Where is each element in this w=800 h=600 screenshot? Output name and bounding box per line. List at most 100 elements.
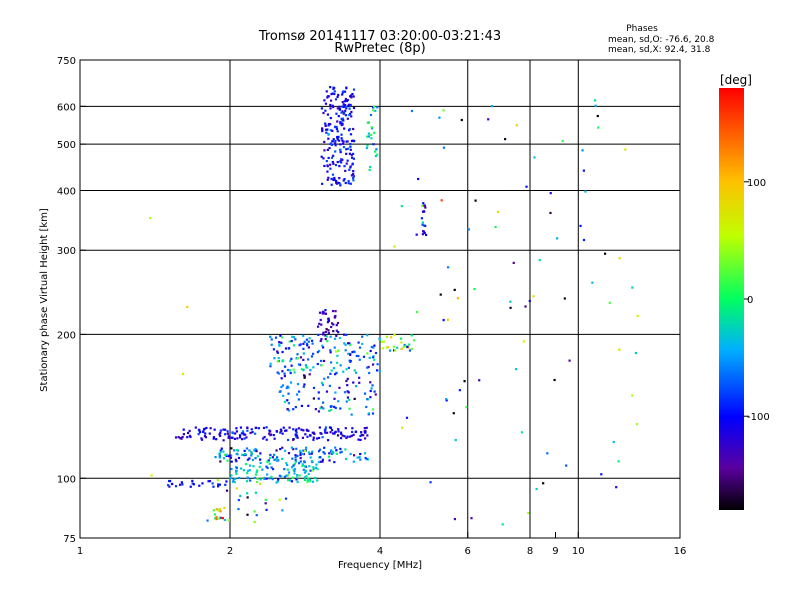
data-point bbox=[288, 340, 291, 343]
data-point bbox=[319, 432, 322, 435]
data-point bbox=[342, 90, 345, 93]
data-point bbox=[305, 366, 308, 369]
data-point bbox=[287, 392, 290, 395]
data-point bbox=[352, 88, 356, 91]
data-point bbox=[278, 341, 281, 344]
data-point bbox=[515, 368, 518, 371]
data-point bbox=[296, 454, 299, 458]
data-point bbox=[369, 349, 372, 353]
data-point bbox=[306, 358, 310, 361]
data-point bbox=[335, 329, 338, 332]
data-point bbox=[244, 462, 248, 466]
data-point bbox=[287, 452, 291, 455]
data-point bbox=[256, 469, 259, 472]
data-point bbox=[339, 431, 343, 434]
data-point bbox=[224, 483, 227, 486]
data-point bbox=[246, 472, 249, 475]
data-point bbox=[229, 456, 233, 459]
data-point bbox=[249, 479, 252, 482]
data-point bbox=[323, 429, 327, 432]
data-point bbox=[242, 433, 245, 436]
data-point bbox=[266, 466, 269, 470]
data-point bbox=[289, 371, 292, 375]
data-point bbox=[279, 334, 282, 337]
data-point bbox=[320, 359, 323, 363]
data-point bbox=[331, 173, 335, 176]
data-point bbox=[327, 455, 331, 458]
data-point bbox=[403, 343, 406, 347]
data-point bbox=[323, 99, 326, 102]
data-point bbox=[347, 147, 350, 150]
data-point bbox=[270, 343, 273, 346]
data-point bbox=[351, 156, 354, 159]
data-point bbox=[319, 339, 322, 343]
data-point bbox=[446, 266, 450, 269]
data-point bbox=[279, 447, 282, 451]
data-point bbox=[535, 487, 538, 491]
data-point bbox=[302, 429, 305, 432]
data-point bbox=[269, 362, 272, 365]
data-point bbox=[329, 335, 332, 338]
data-point bbox=[341, 119, 344, 122]
data-point bbox=[337, 115, 340, 118]
data-point bbox=[253, 432, 257, 435]
data-point bbox=[336, 361, 339, 364]
data-point bbox=[323, 377, 326, 380]
data-point bbox=[313, 476, 317, 480]
data-point bbox=[333, 90, 336, 93]
data-point bbox=[219, 429, 222, 432]
data-point bbox=[349, 182, 352, 185]
data-point bbox=[351, 350, 354, 354]
data-point bbox=[390, 336, 393, 339]
data-point bbox=[273, 458, 276, 461]
data-point bbox=[354, 430, 357, 434]
data-point bbox=[352, 127, 355, 131]
data-point bbox=[286, 408, 289, 411]
data-point bbox=[348, 435, 352, 438]
data-point bbox=[525, 185, 528, 188]
data-point bbox=[293, 371, 296, 374]
data-point bbox=[254, 491, 258, 494]
data-point bbox=[323, 452, 326, 455]
data-point bbox=[346, 435, 349, 438]
data-point bbox=[261, 468, 264, 471]
data-point bbox=[292, 448, 295, 451]
data-point bbox=[346, 390, 349, 393]
data-point bbox=[341, 93, 344, 96]
data-point bbox=[279, 428, 283, 431]
data-point bbox=[244, 433, 247, 436]
data-point bbox=[323, 446, 326, 449]
data-point bbox=[347, 391, 350, 394]
data-point bbox=[201, 482, 204, 485]
data-point bbox=[237, 456, 241, 460]
data-point bbox=[255, 480, 259, 484]
data-point bbox=[333, 92, 336, 96]
data-point bbox=[278, 390, 281, 393]
data-point bbox=[624, 148, 627, 151]
data-point bbox=[350, 139, 354, 143]
data-point bbox=[275, 449, 278, 452]
x-tick-label: 2 bbox=[227, 546, 233, 557]
data-point bbox=[186, 436, 189, 439]
data-point bbox=[393, 333, 396, 337]
data-point bbox=[368, 356, 371, 359]
data-point bbox=[303, 376, 306, 379]
data-point bbox=[344, 169, 347, 172]
data-point bbox=[341, 110, 344, 113]
data-point bbox=[339, 364, 342, 367]
data-point bbox=[289, 381, 293, 384]
data-point bbox=[305, 475, 308, 478]
data-point bbox=[295, 476, 299, 479]
data-point bbox=[372, 143, 375, 146]
data-point bbox=[333, 346, 336, 349]
data-point bbox=[337, 349, 340, 352]
data-point bbox=[248, 464, 252, 467]
data-point bbox=[635, 423, 639, 426]
data-point bbox=[325, 131, 328, 134]
axis-ticks: 1 2 4 6 8 9 10 16 75 100 200 300 400 500 600 750 bbox=[57, 56, 686, 557]
data-point bbox=[334, 139, 337, 143]
data-point bbox=[332, 367, 336, 370]
data-point bbox=[318, 322, 321, 325]
data-point bbox=[301, 463, 304, 466]
data-point bbox=[242, 432, 245, 435]
